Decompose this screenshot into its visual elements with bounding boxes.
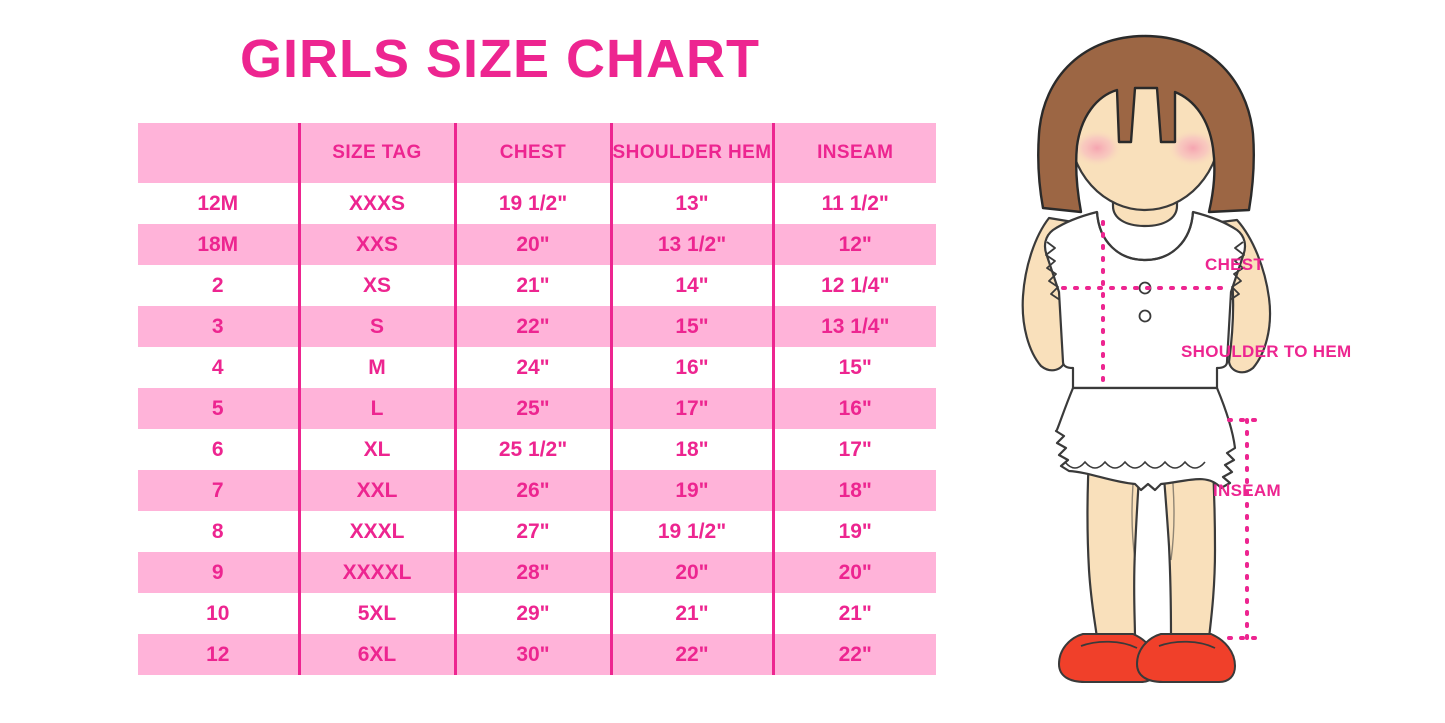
cell-size_tag: L <box>297 388 455 429</box>
hair <box>1037 34 1255 214</box>
table-header-row: SIZE TAG CHEST SHOULDER HEM INSEAM <box>138 123 936 183</box>
table-row: 2 XS 21" 14" 12 1/4" <box>138 265 936 306</box>
blouse <box>1043 210 1247 392</box>
cell-size: 4 <box>211 355 224 379</box>
table-row: 9 XXXXL 28" 20" 20" <box>138 552 936 593</box>
table-row: 12 6XL 30" 22" 22" <box>138 634 936 675</box>
cell-shoulder: 22" <box>609 634 773 675</box>
cell-shoulder: 16" <box>609 347 773 388</box>
page-title: GIRLS SIZE CHART <box>239 29 760 89</box>
cell-inseam: 22" <box>771 634 936 675</box>
cell-shoulder: 18" <box>609 429 773 470</box>
table-row: 7 XXL 26" 19" 18" <box>138 470 936 511</box>
cell-inseam: 12 1/4" <box>771 265 936 306</box>
cell-shoulder: 13 1/2" <box>609 224 773 265</box>
cell-size: 12 <box>206 642 230 666</box>
cell-size_tag: 6XL <box>297 634 455 675</box>
table-header: SIZE TAG CHEST SHOULDER HEM INSEAM <box>138 123 936 183</box>
cell-chest: 30" <box>453 634 611 675</box>
cell-shoulder: 19 1/2" <box>609 511 773 552</box>
cell-size: 3 <box>211 314 224 338</box>
cell-size_tag: XXXS <box>297 183 455 224</box>
cell-size: 2 <box>211 273 224 297</box>
column-header-size-tag: SIZE TAG <box>297 123 455 183</box>
cell-chest: 28" <box>453 552 611 593</box>
cell-chest: 25" <box>453 388 611 429</box>
cell-size_tag: XXS <box>297 224 455 265</box>
cell-shoulder: 15" <box>609 306 773 347</box>
cell-size_tag: M <box>297 347 455 388</box>
cell-size_tag: XXL <box>297 470 455 511</box>
table-row: 3 S 22" 15" 13 1/4" <box>138 306 936 347</box>
cell-chest: 20" <box>453 224 611 265</box>
shoes <box>1057 633 1237 683</box>
cell-shoulder: 21" <box>609 593 773 634</box>
table-row: 5 L 25" 17" 16" <box>138 388 936 429</box>
cell-inseam: 12" <box>771 224 936 265</box>
cell-chest: 22" <box>453 306 611 347</box>
table-body: 12M XXXS 19 1/2" 13" 11 1/2" 18M XXS 20" 13 1/2"… <box>138 183 936 675</box>
cell-size: 6 <box>211 437 224 461</box>
cell-size_tag: XXXL <box>297 511 455 552</box>
cell-inseam: 16" <box>771 388 936 429</box>
table-row: 8 XXXL 27" 19 1/2" 19" <box>138 511 936 552</box>
cell-size_tag: XL <box>297 429 455 470</box>
column-header-size <box>138 123 299 183</box>
figure-body <box>1021 34 1272 683</box>
bloomers <box>1054 386 1237 492</box>
cell-size_tag: XXXXL <box>297 552 455 593</box>
cell-chest: 19 1/2" <box>453 183 611 224</box>
cell-inseam: 11 1/2" <box>771 183 936 224</box>
blush-right <box>1167 129 1219 167</box>
cell-size: 7 <box>211 478 224 502</box>
cell-inseam: 20" <box>771 552 936 593</box>
cell-size_tag: 5XL <box>297 593 455 634</box>
cell-size: 12M <box>197 191 239 215</box>
column-header-chest: CHEST <box>453 123 611 183</box>
cell-chest: 29" <box>453 593 611 634</box>
cell-chest: 25 1/2" <box>453 429 611 470</box>
cell-inseam: 21" <box>771 593 936 634</box>
cell-chest: 27" <box>453 511 611 552</box>
cell-shoulder: 14" <box>609 265 773 306</box>
cell-inseam: 15" <box>771 347 936 388</box>
girl-figure-svg <box>1021 34 1272 683</box>
table-row: 6 XL 25 1/2" 18" 17" <box>138 429 936 470</box>
girl-figure-illustration: CHEST SHOULDER TO HEM INSEAM <box>985 30 1445 695</box>
cell-shoulder: 13" <box>609 183 773 224</box>
cell-inseam: 13 1/4" <box>771 306 936 347</box>
cell-size_tag: S <box>297 306 455 347</box>
button-lower <box>1138 309 1152 323</box>
cell-inseam: 18" <box>771 470 936 511</box>
cell-size: 5 <box>211 396 224 420</box>
cell-size: 9 <box>211 560 224 584</box>
cell-size: 18M <box>197 232 239 256</box>
table-row: 12M XXXS 19 1/2" 13" 11 1/2" <box>138 183 936 224</box>
size-chart-table: SIZE TAG CHEST SHOULDER HEM INSEAM 12M XX… <box>138 123 936 675</box>
table-row: 10 5XL 29" 21" 21" <box>138 593 936 634</box>
table-row: 18M XXS 20" 13 1/2" 12" <box>138 224 936 265</box>
table-row: 4 M 24" 16" 15" <box>138 347 936 388</box>
cell-shoulder: 19" <box>609 470 773 511</box>
label-shoulder-to-hem: SHOULDER TO HEM <box>1181 342 1352 361</box>
label-chest: CHEST <box>1205 255 1265 274</box>
measurement-guides <box>1061 220 1263 640</box>
blush-left <box>1071 129 1123 167</box>
cell-inseam: 19" <box>771 511 936 552</box>
cell-size_tag: XS <box>297 265 455 306</box>
cell-shoulder: 20" <box>609 552 773 593</box>
cell-chest: 21" <box>453 265 611 306</box>
cell-chest: 26" <box>453 470 611 511</box>
cell-size: 8 <box>211 519 224 543</box>
label-inseam: INSEAM <box>1213 481 1281 500</box>
column-header-inseam: INSEAM <box>771 123 936 183</box>
column-header-shoulder: SHOULDER HEM <box>609 123 773 183</box>
cell-inseam: 17" <box>771 429 936 470</box>
cell-size: 10 <box>206 601 230 625</box>
cell-chest: 24" <box>453 347 611 388</box>
cell-shoulder: 17" <box>609 388 773 429</box>
